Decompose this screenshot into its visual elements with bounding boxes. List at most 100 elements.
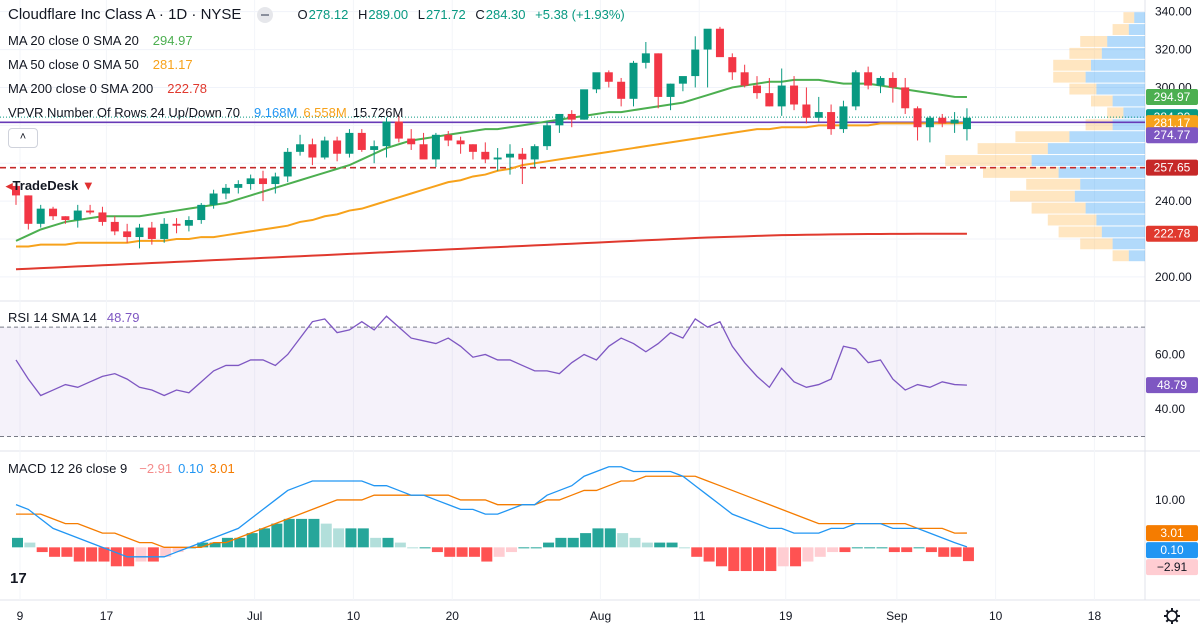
macd-hist-value: −2.91 xyxy=(139,461,173,476)
vpvr-up-bar xyxy=(1091,59,1145,71)
candle-body xyxy=(691,49,700,77)
macd-histogram-bar xyxy=(246,533,258,548)
price-axis-label: 240.00 xyxy=(1155,194,1192,208)
macd-histogram-bar xyxy=(259,528,270,548)
eye-icon[interactable] xyxy=(257,6,274,23)
vpvr-down-bar xyxy=(1069,47,1102,59)
macd-histogram-bar xyxy=(271,523,283,548)
macd-histogram-bar xyxy=(629,537,641,548)
candle-body xyxy=(864,72,873,86)
candle-body xyxy=(221,187,230,194)
candle-body xyxy=(950,119,959,124)
ma200-legend[interactable]: MA 200 close 0 SMA 200 222.78 xyxy=(8,81,207,96)
macd-histogram-bar xyxy=(456,547,468,557)
price-tag xyxy=(1146,127,1198,144)
price-tag-label: 222.78 xyxy=(1154,227,1191,241)
collapse-legend-button[interactable]: ˄ xyxy=(8,128,38,148)
vpvr-up-bar xyxy=(1112,95,1145,107)
gear-icon-tooth xyxy=(1175,619,1179,623)
macd-histogram-bar xyxy=(49,547,61,557)
macd-histogram-bar xyxy=(209,542,221,548)
high-value: 289.00 xyxy=(368,7,409,22)
time-axis-label: 17 xyxy=(100,609,114,623)
macd-histogram-bar xyxy=(98,547,110,562)
candle-body xyxy=(617,81,626,99)
candle-body xyxy=(147,227,156,239)
price-tag xyxy=(1146,115,1198,132)
vpvr-total-value: 15.726M xyxy=(352,105,404,120)
news-marker[interactable]: ◂TradeDesk ▼ xyxy=(6,178,95,194)
macd-histogram-bar xyxy=(567,537,579,548)
macd-histogram-bar xyxy=(580,533,592,548)
macd-signal-line xyxy=(16,475,967,548)
macd-histogram-bar xyxy=(12,537,23,548)
news-marker-label: TradeDesk xyxy=(12,178,79,193)
candle-body xyxy=(12,185,20,196)
candle-body xyxy=(777,85,786,107)
macd-histogram-bar xyxy=(197,542,209,548)
macd-histogram-bar xyxy=(308,518,320,548)
macd-signal-tag-label: 3.01 xyxy=(1160,526,1184,540)
candle-body xyxy=(419,144,428,160)
macd-histogram-bar xyxy=(160,547,172,557)
macd-histogram-bar xyxy=(888,547,900,553)
macd-histogram-bar xyxy=(666,542,678,548)
macd-histogram-bar xyxy=(753,547,764,572)
rsi-legend[interactable]: RSI 14 SMA 14 48.79 xyxy=(8,310,139,325)
ma20-legend[interactable]: MA 20 close 0 SMA 20 294.97 xyxy=(8,33,193,48)
candle-body xyxy=(36,208,45,224)
vpvr-label: VPVR Number Of Rows 24 Up/Down 70 xyxy=(8,105,240,120)
candle-body xyxy=(184,220,193,226)
vpvr-down-bar xyxy=(1026,178,1081,190)
vpvr-up-bar xyxy=(1112,119,1145,131)
macd-legend[interactable]: MACD 12 26 close 9 −2.91 0.10 3.01 xyxy=(8,461,235,476)
macd-histogram-bar xyxy=(703,547,715,562)
macd-histogram-bar xyxy=(777,547,789,567)
candle-body xyxy=(333,140,342,154)
tradingview-logo[interactable]: 17 xyxy=(10,570,27,587)
candle-body xyxy=(839,106,848,130)
candle-body xyxy=(827,112,836,130)
vpvr-up-value: 9.168M xyxy=(253,105,298,120)
candle-body xyxy=(938,117,947,124)
vpvr-up-bar xyxy=(1074,190,1145,202)
candle-body xyxy=(629,62,638,99)
ma20-value: 294.97 xyxy=(152,33,193,48)
candle-body xyxy=(197,204,206,221)
time-axis-label: 10 xyxy=(347,609,361,623)
macd-signal-value: 3.01 xyxy=(209,461,235,476)
vpvr-up-bar xyxy=(1101,226,1145,238)
macd-histogram-bar xyxy=(678,547,690,549)
time-axis-label: Aug xyxy=(590,609,611,623)
vpvr-up-bar xyxy=(1085,71,1145,83)
macd-histogram-bar xyxy=(135,547,147,562)
candle-body xyxy=(271,176,280,185)
candle-body xyxy=(209,193,218,205)
vpvr-legend[interactable]: VPVR Number Of Rows 24 Up/Down 70 9.168M… xyxy=(8,105,403,120)
candle-body xyxy=(765,93,774,107)
candle-body xyxy=(962,117,971,130)
price-tag xyxy=(1146,159,1198,176)
macd-axis-label: 10.00 xyxy=(1155,493,1185,507)
gear-icon xyxy=(1164,608,1180,624)
vpvr-up-bar xyxy=(1096,83,1145,95)
macd-histogram-bar xyxy=(36,547,48,553)
candle-body xyxy=(394,121,403,139)
chevron-up-icon: ˄ xyxy=(19,131,27,143)
macd-histogram-bar xyxy=(283,518,295,548)
vpvr-down-bar xyxy=(1015,131,1070,143)
rsi-band-fill xyxy=(0,327,1145,437)
candle-body xyxy=(382,121,391,147)
macd-histogram-bar xyxy=(345,528,357,548)
ma50-legend[interactable]: MA 50 close 0 SMA 50 281.17 xyxy=(8,57,193,72)
vpvr-up-bar xyxy=(1128,250,1145,262)
candle-body xyxy=(678,76,687,84)
rsi-axis-label: 40.00 xyxy=(1155,402,1185,416)
vpvr-down-bar xyxy=(945,155,1032,166)
candle-body xyxy=(604,72,613,82)
macd-histogram-bar xyxy=(296,518,308,548)
macd-histogram-bar xyxy=(827,547,839,553)
symbol-title[interactable]: Cloudflare Inc Class A · 1D · NYSE xyxy=(8,6,242,23)
sma20-line xyxy=(15,78,967,242)
